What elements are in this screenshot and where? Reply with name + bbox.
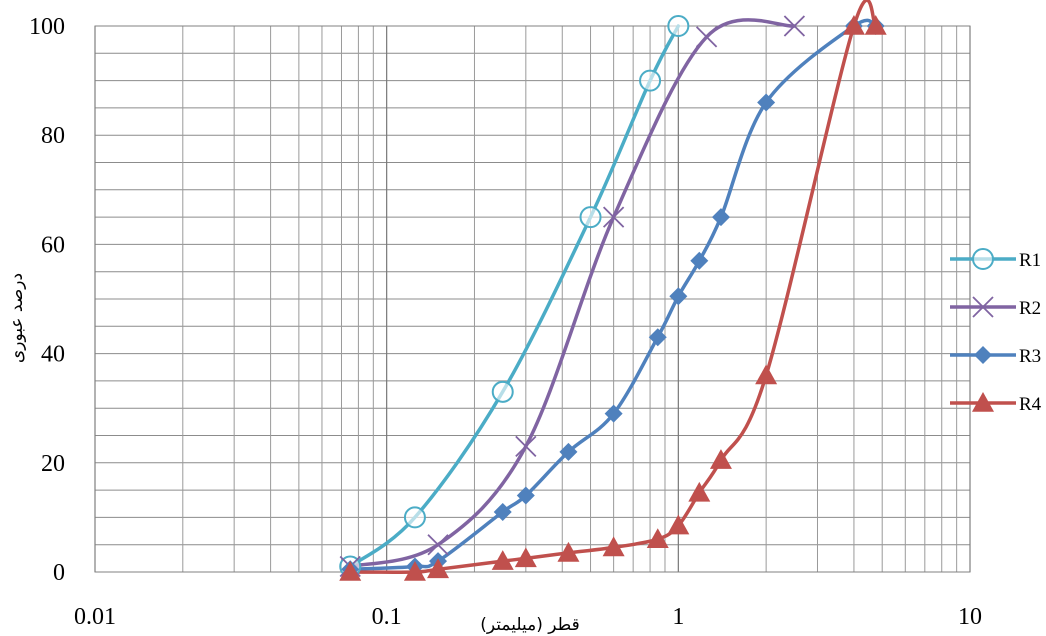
series-markers: [339, 15, 887, 581]
marker-r1: [403, 506, 426, 529]
marker-r3: [648, 328, 667, 347]
legend-label: R3: [1019, 346, 1041, 367]
x-tick-label: 10: [958, 604, 982, 630]
marker-r4: [339, 561, 362, 581]
y-tick-label: 20: [41, 451, 65, 477]
marker-r4: [491, 550, 514, 570]
legend-label: R4: [1019, 394, 1042, 415]
marker-r1: [579, 206, 602, 229]
y-tick-label: 80: [41, 123, 65, 149]
legend-item-r1: R1: [950, 248, 1041, 271]
marker-r3: [493, 502, 512, 521]
marker-r4: [842, 15, 865, 35]
legend-marker: [974, 346, 992, 364]
x-axis-title: قطر (میلیمتر): [480, 615, 579, 635]
y-axis-title: درصد عبوری: [7, 273, 27, 363]
legend: R1 R2 R3 R4: [950, 248, 1042, 415]
marker-r2: [783, 15, 806, 37]
marker-r3: [604, 404, 623, 423]
marker-r4: [514, 547, 537, 568]
series-line-r3: [348, 18, 878, 572]
marker-r1: [667, 15, 690, 37]
legend-label: R1: [1019, 250, 1041, 271]
series-line-r4: [348, 0, 878, 574]
marker-r3: [690, 251, 709, 270]
marker-r3: [711, 208, 730, 227]
legend-marker: [972, 248, 994, 270]
tick-labels: 0 20 40 60 80 100 0.01 0.1 1 10: [29, 14, 982, 630]
y-tick-label: 60: [41, 232, 65, 258]
marker-r2: [515, 435, 537, 458]
y-tick-label: 100: [29, 14, 65, 40]
marker-r2: [427, 534, 449, 556]
marker-r2: [602, 206, 625, 228]
x-tick-label: 0.1: [372, 604, 402, 630]
legend-label: R2: [1019, 298, 1041, 319]
marker-r4: [755, 364, 778, 385]
grid-lines: [94, 25, 971, 573]
legend-marker: [972, 296, 994, 318]
marker-r3: [516, 486, 535, 505]
legend-item-r4: R4: [950, 392, 1042, 415]
marker-r1: [491, 380, 514, 403]
marker-r1: [639, 69, 662, 92]
marker-r4: [667, 514, 690, 535]
legend-item-r3: R3: [950, 346, 1041, 367]
series-lines: [348, 0, 878, 574]
marker-r4: [864, 15, 887, 35]
marker-r2: [695, 26, 718, 48]
marker-r4: [427, 558, 450, 579]
marker-r4: [646, 528, 669, 549]
plot-area-frame: [94, 25, 971, 573]
x-tick-label: 1: [672, 604, 684, 630]
marker-r3: [559, 442, 578, 461]
series-line-r1: [348, 24, 681, 569]
legend-marker: [972, 392, 994, 412]
marker-r4: [709, 449, 732, 469]
x-tick-label: 0.01: [74, 604, 116, 630]
series-line-r2: [348, 18, 797, 569]
marker-r4: [403, 561, 426, 581]
y-tick-label: 0: [53, 560, 65, 586]
marker-r4: [688, 481, 711, 502]
marker-r3: [757, 93, 776, 112]
y-tick-label: 40: [41, 342, 65, 368]
marker-r4: [557, 541, 580, 562]
marker-r4: [602, 536, 625, 557]
marker-r3: [669, 287, 688, 306]
legend-item-r2: R2: [950, 296, 1041, 319]
